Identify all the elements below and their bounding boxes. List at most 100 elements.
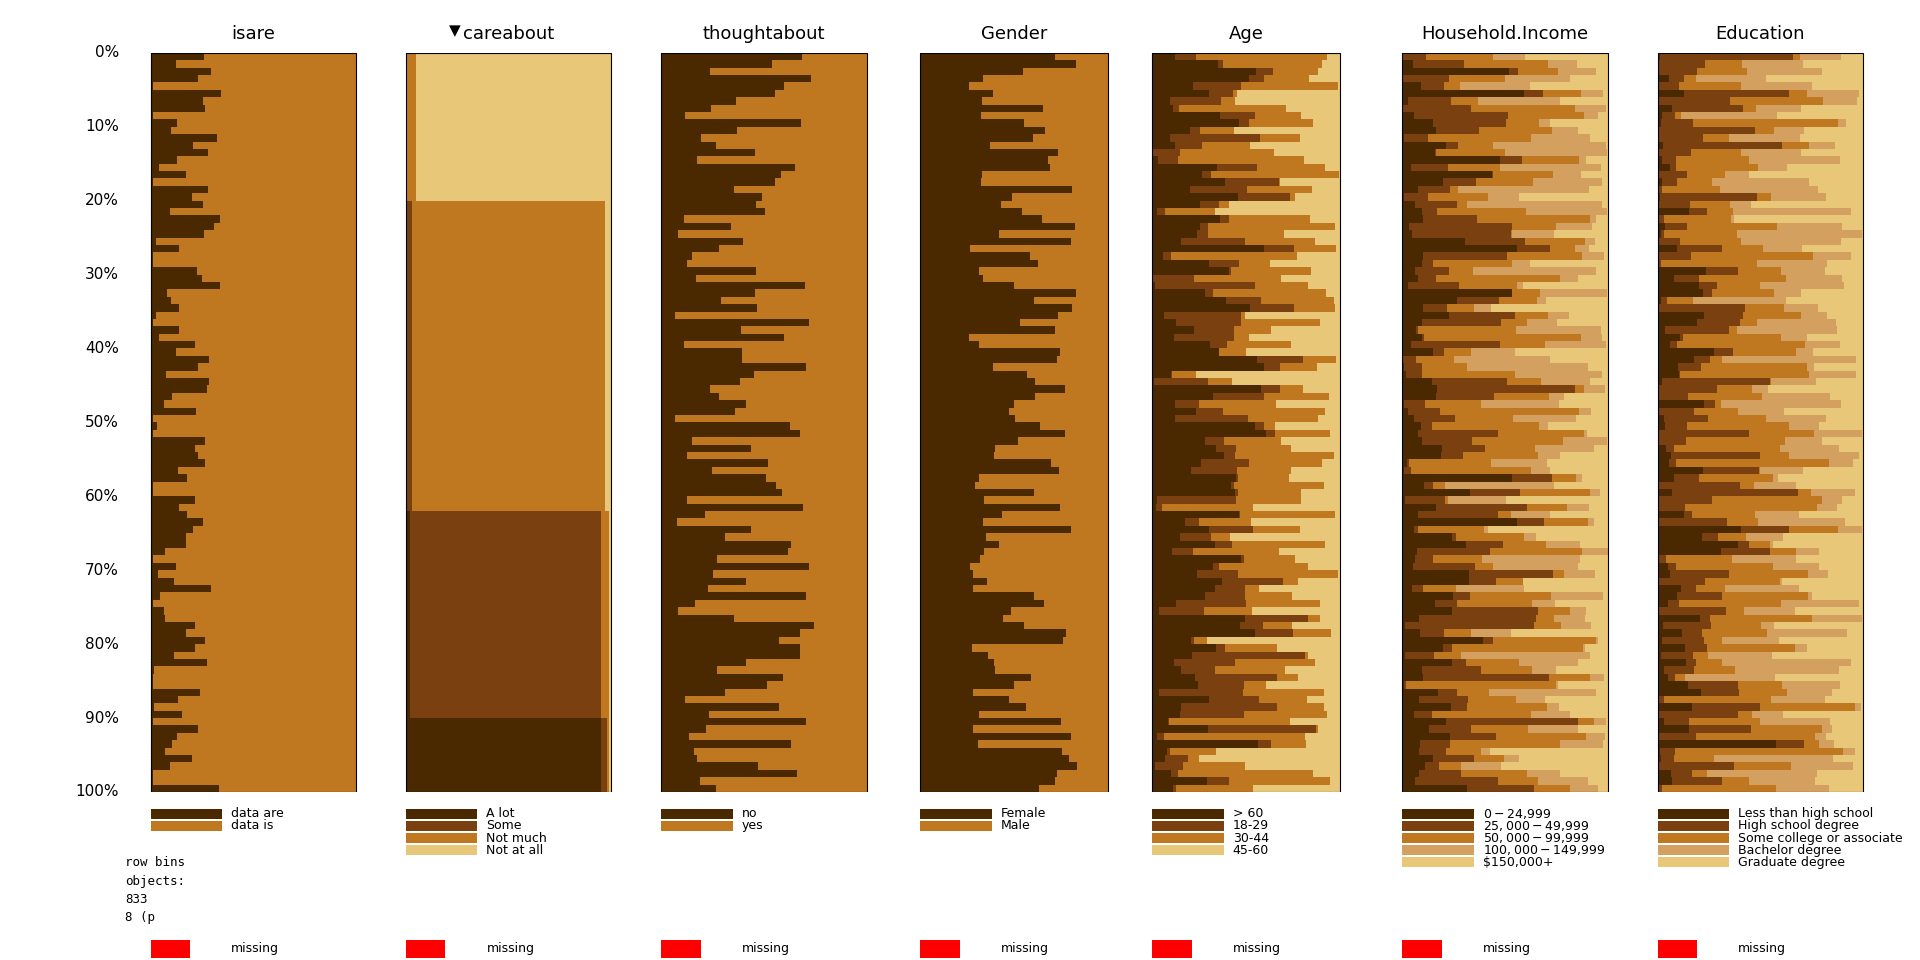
Bar [1586, 608, 1607, 614]
Bar [801, 644, 866, 652]
Bar [735, 97, 866, 105]
Text: Age: Age [1229, 25, 1263, 43]
Bar [660, 127, 737, 134]
Bar [413, 348, 605, 356]
Bar [920, 784, 1039, 792]
Bar [1789, 452, 1859, 460]
Bar [1857, 97, 1862, 105]
Bar [405, 334, 413, 341]
Bar [660, 526, 751, 534]
Bar [1066, 385, 1108, 393]
Bar [1530, 260, 1607, 267]
Bar [660, 53, 803, 60]
Bar [970, 245, 1108, 252]
Bar [1154, 275, 1194, 282]
Bar [1198, 230, 1208, 237]
Bar [167, 289, 355, 297]
Bar [1559, 97, 1607, 105]
Bar [1014, 682, 1108, 688]
Bar [1859, 452, 1862, 460]
Bar [1507, 252, 1582, 260]
Bar [1311, 267, 1340, 275]
Bar [601, 526, 609, 534]
Bar [417, 179, 611, 186]
Bar [1444, 630, 1471, 636]
Bar [1663, 636, 1705, 644]
Bar [405, 608, 411, 614]
Bar [1475, 563, 1492, 570]
Bar [776, 179, 866, 186]
Bar [150, 193, 192, 201]
Bar [1749, 156, 1841, 163]
Bar [710, 105, 866, 112]
Bar [1256, 67, 1273, 75]
Bar [1152, 201, 1200, 208]
Bar [781, 171, 866, 179]
Bar [1590, 134, 1607, 141]
Bar [417, 60, 611, 67]
Bar [1432, 482, 1446, 489]
Bar [601, 630, 609, 636]
Bar [601, 614, 609, 622]
Bar [1402, 778, 1415, 784]
Bar [1231, 482, 1235, 489]
Bar [920, 511, 1002, 518]
Bar [1580, 540, 1607, 548]
Bar [660, 563, 808, 570]
Bar [417, 141, 611, 149]
Bar [405, 430, 413, 437]
Bar [1548, 422, 1607, 430]
Bar [405, 526, 411, 534]
Bar [1402, 260, 1423, 267]
Bar [417, 97, 611, 105]
Bar [405, 245, 413, 252]
Bar [660, 556, 718, 563]
Bar [1711, 614, 1812, 622]
Bar [413, 496, 605, 504]
Bar [1837, 326, 1862, 334]
Bar [1152, 592, 1204, 600]
Bar [920, 592, 1033, 600]
Bar [1659, 556, 1667, 563]
Bar [1233, 540, 1325, 548]
Bar [1693, 119, 1837, 127]
Bar [1436, 208, 1526, 215]
Bar [1549, 245, 1576, 252]
Text: Graduate degree: Graduate degree [1738, 855, 1845, 869]
Bar [1674, 444, 1780, 452]
Bar [1252, 526, 1300, 534]
Bar [417, 105, 611, 112]
Bar [972, 644, 1108, 652]
Bar [1327, 53, 1340, 60]
Bar [920, 563, 970, 570]
Bar [1010, 696, 1108, 704]
Bar [920, 415, 1016, 422]
Bar [1559, 704, 1607, 710]
Bar [1325, 163, 1340, 171]
Bar [1603, 252, 1607, 260]
Bar [154, 682, 355, 688]
Bar [1402, 408, 1407, 415]
Bar [1158, 208, 1165, 215]
Bar [780, 704, 866, 710]
Bar [1260, 696, 1308, 704]
Bar [1657, 652, 1661, 659]
Bar [1780, 600, 1859, 608]
Bar [1596, 688, 1607, 696]
Bar [1235, 127, 1340, 134]
Bar [405, 460, 413, 467]
Bar [1252, 608, 1340, 614]
Bar [150, 311, 156, 319]
Bar [1830, 393, 1862, 400]
Bar [1561, 740, 1603, 748]
Bar [1235, 659, 1315, 666]
Bar [1703, 289, 1711, 297]
Bar [1152, 666, 1181, 674]
Bar [1736, 230, 1862, 237]
Bar [993, 363, 1108, 371]
Bar [1020, 319, 1108, 326]
Bar [1688, 726, 1751, 732]
Bar [1208, 726, 1315, 732]
Bar [194, 141, 355, 149]
Bar [920, 540, 998, 548]
